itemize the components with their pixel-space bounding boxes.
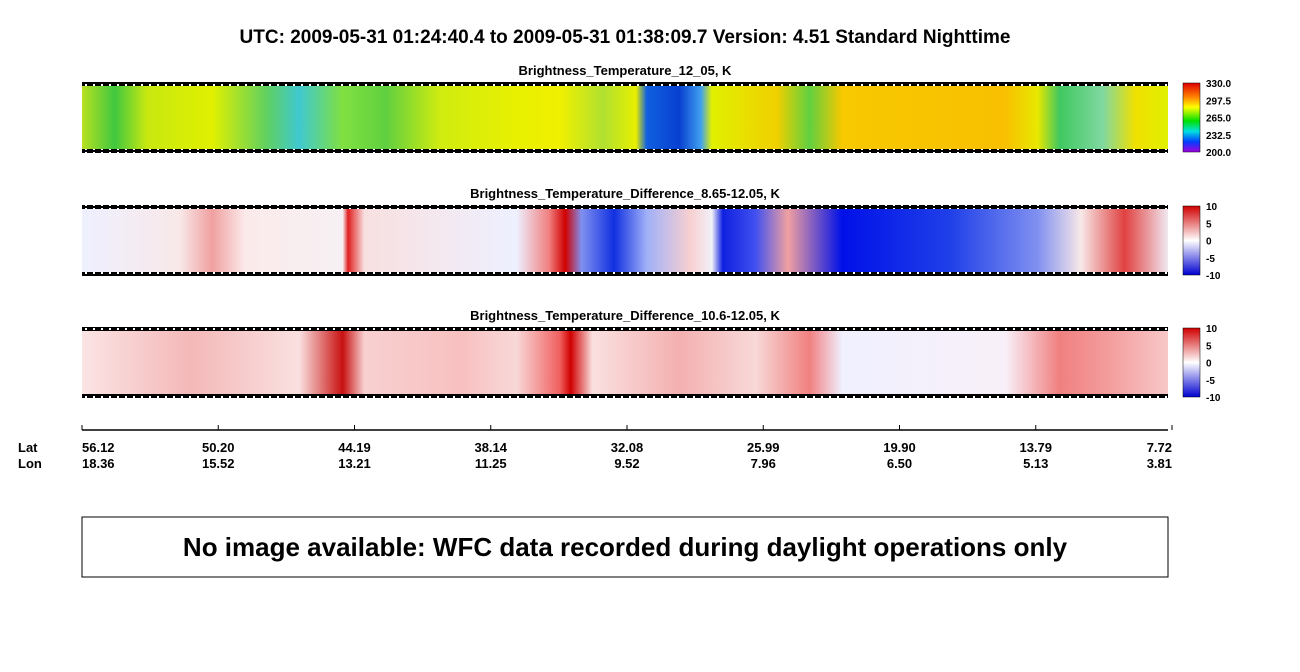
image-edge [82, 205, 1168, 209]
image [82, 84, 1168, 151]
colorbar-label: 0 [1206, 237, 1212, 248]
colorbar-label: 10 [1206, 202, 1218, 213]
title: UTC: 2009-05-31 01:24:40.4 to 2009-05-31… [240, 27, 1011, 48]
lat-value: 32.08 [611, 440, 644, 455]
colorbar-label: 297.5 [1206, 96, 1231, 107]
panel-title: Brightness_Temperature_Difference_8.65-1… [470, 186, 780, 201]
image-edge [82, 82, 1168, 86]
lat-value: 7.72 [1147, 440, 1172, 455]
colorbar-label: -5 [1206, 376, 1215, 387]
lon-value: 9.52 [614, 456, 639, 471]
panel-title: Brightness_Temperature_Difference_10.6-1… [470, 308, 780, 323]
image-edge [82, 272, 1168, 276]
colorbar [1182, 205, 1201, 276]
colorbar [1182, 327, 1201, 398]
colorbar-label: 330.0 [1206, 79, 1231, 90]
lat-value: 19.90 [883, 440, 916, 455]
colorbar-label: -10 [1206, 393, 1221, 404]
lat-value: 50.20 [202, 440, 235, 455]
lat-label: Lat [18, 440, 38, 455]
colorbar-label: -10 [1206, 271, 1221, 282]
lon-value: 11.25 [475, 456, 507, 471]
colorbar [1182, 82, 1201, 153]
colorbar-label: 0 [1206, 359, 1212, 370]
colorbar-label: 10 [1206, 324, 1218, 335]
image [82, 329, 1168, 396]
lon-value: 5.13 [1023, 456, 1048, 471]
message: No image available: WFC data recorded du… [183, 532, 1068, 562]
colorbar-label: 265.0 [1206, 114, 1231, 125]
lat-value: 13.79 [1019, 440, 1052, 455]
lat-value: 44.19 [338, 440, 371, 455]
image-edge [82, 327, 1168, 331]
image-edge [82, 149, 1168, 153]
colorbar-label: 5 [1206, 219, 1212, 230]
lon-value: 13.21 [338, 456, 371, 471]
lon-value: 15.52 [202, 456, 235, 471]
lon-label: Lon [18, 456, 42, 471]
lat-value: 56.12 [82, 440, 115, 455]
colorbar-label: 200.0 [1206, 148, 1231, 159]
lat-value: 38.14 [474, 440, 507, 455]
colorbar-label: 232.5 [1206, 131, 1231, 142]
lon-value: 18.36 [82, 456, 115, 471]
colorbar-label: 5 [1206, 341, 1212, 352]
lon-value: 6.50 [887, 456, 912, 471]
image [82, 207, 1168, 274]
lon-value: 7.96 [751, 456, 776, 471]
message-box [81, 516, 1169, 578]
image-edge [82, 394, 1168, 398]
lon-value: 3.81 [1147, 456, 1172, 471]
panel-title: Brightness_Temperature_12_05, K [519, 63, 733, 78]
colorbar-label: -5 [1206, 254, 1215, 265]
lat-value: 25.99 [747, 440, 780, 455]
